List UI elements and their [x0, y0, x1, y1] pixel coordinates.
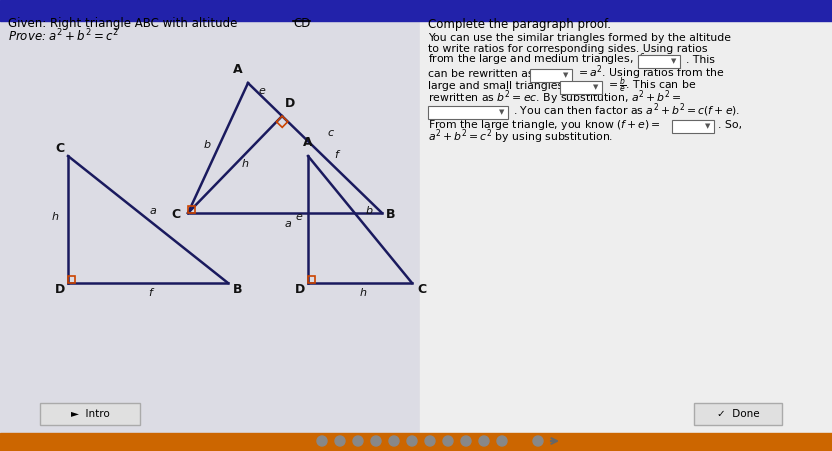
Circle shape: [317, 436, 327, 446]
Circle shape: [515, 436, 525, 446]
Text: rewritten as $b^2 = ec$. By substitution, $a^2 + b^2 =$: rewritten as $b^2 = ec$. By substitution…: [428, 89, 682, 107]
Circle shape: [425, 436, 435, 446]
Circle shape: [407, 436, 417, 446]
Bar: [0, 0, 832, 21]
Text: Complete the paragraph proof.: Complete the paragraph proof.: [428, 18, 611, 31]
Bar: [530, 69, 572, 82]
Text: ▼: ▼: [499, 109, 504, 115]
Bar: [694, 403, 782, 425]
Text: Given: Right triangle ABC with altitude: Given: Right triangle ABC with altitude: [8, 17, 241, 30]
Bar: [560, 81, 602, 94]
Text: h: h: [360, 288, 367, 298]
Text: $= a^2$. Using ratios from the: $= a^2$. Using ratios from the: [576, 64, 725, 83]
Text: D: D: [295, 283, 305, 296]
Text: . You can then factor as $a^2 + b^2 = c(f + e).$: . You can then factor as $a^2 + b^2 = c(…: [513, 101, 740, 119]
Text: ▼: ▼: [563, 72, 568, 78]
Text: B: B: [233, 283, 242, 296]
Text: b: b: [366, 206, 373, 216]
Circle shape: [533, 436, 543, 446]
Text: to write ratios for corresponding sides. Using ratios: to write ratios for corresponding sides.…: [428, 44, 707, 54]
Text: ►  Intro: ► Intro: [71, 409, 109, 419]
Circle shape: [479, 436, 489, 446]
Text: from the large and medium triangles,  $\frac{c}{a}$ =: from the large and medium triangles, $\f…: [428, 51, 659, 69]
Bar: [420, 21, 832, 433]
Text: C: C: [171, 208, 181, 221]
Text: . So,: . So,: [718, 120, 742, 130]
Text: Prove: $a^2 + b^2 = c^2$: Prove: $a^2 + b^2 = c^2$: [8, 28, 119, 44]
Text: ▼: ▼: [671, 58, 676, 64]
Circle shape: [497, 436, 507, 446]
Text: c: c: [327, 128, 333, 138]
Text: e: e: [258, 86, 265, 96]
Text: f: f: [334, 150, 338, 160]
Text: b: b: [204, 140, 211, 150]
Text: h: h: [242, 158, 249, 169]
Circle shape: [353, 436, 363, 446]
Text: CD: CD: [293, 17, 310, 30]
Text: a: a: [150, 206, 157, 216]
Bar: [428, 106, 508, 119]
Text: ▼: ▼: [593, 84, 598, 90]
Text: D: D: [55, 283, 65, 296]
Text: f: f: [148, 288, 152, 298]
Text: can be rewritten as: can be rewritten as: [428, 69, 533, 79]
Text: A: A: [233, 63, 243, 76]
Bar: [0, 433, 832, 451]
Text: ✓  Done: ✓ Done: [716, 409, 760, 419]
Circle shape: [389, 436, 399, 446]
Text: From the large triangle, you know $(f + e) =$: From the large triangle, you know $(f + …: [428, 118, 661, 132]
Text: A: A: [303, 136, 313, 149]
Text: h: h: [52, 212, 59, 221]
Bar: [0, 21, 420, 433]
Bar: [40, 403, 140, 425]
Circle shape: [461, 436, 471, 446]
Text: You can use the similar triangles formed by the altitude: You can use the similar triangles formed…: [428, 33, 731, 43]
Text: $a^2 + b^2 = c^2$ by using substitution.: $a^2 + b^2 = c^2$ by using substitution.: [428, 128, 613, 147]
Text: . This: . This: [686, 55, 715, 65]
Text: ▼: ▼: [705, 123, 711, 129]
Circle shape: [371, 436, 381, 446]
Text: C: C: [417, 283, 426, 296]
Text: D: D: [285, 97, 295, 110]
Text: $= \frac{b}{e}$. This can be: $= \frac{b}{e}$. This can be: [606, 75, 696, 95]
Text: a: a: [285, 219, 292, 229]
Text: C: C: [55, 142, 64, 155]
Circle shape: [443, 436, 453, 446]
Bar: [672, 120, 714, 133]
Text: large and small triangles,: large and small triangles,: [428, 81, 567, 91]
Text: B: B: [386, 208, 396, 221]
Text: e: e: [295, 212, 302, 221]
Bar: [638, 55, 680, 68]
Circle shape: [335, 436, 345, 446]
